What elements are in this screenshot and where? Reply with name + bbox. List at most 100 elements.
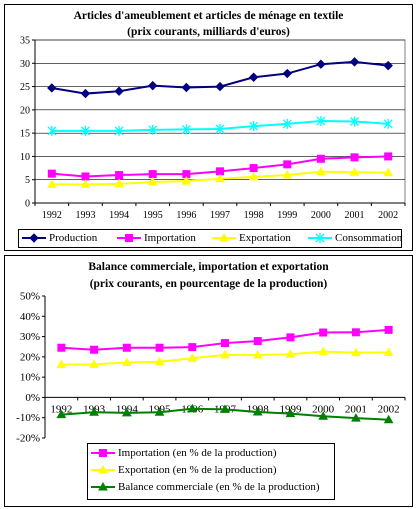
- legend-label: Production: [49, 232, 98, 244]
- data-point: [282, 68, 292, 79]
- data-point: [285, 408, 296, 418]
- data-point: [122, 343, 131, 352]
- data-point: [316, 59, 326, 69]
- legend-label: Importation: [144, 232, 196, 244]
- data-point: [154, 356, 165, 366]
- legend: Importation (en % de la production) Expor…: [87, 443, 335, 500]
- y-tick-label: 30: [20, 59, 30, 70]
- data-point: [319, 328, 328, 337]
- data-point: [316, 116, 326, 127]
- x-tick-label: 2001: [345, 210, 365, 221]
- data-point: [316, 166, 326, 176]
- data-point: [89, 407, 99, 416]
- y-tick-label: 15: [20, 129, 30, 140]
- x-tick-label: 1998: [244, 210, 264, 221]
- legend-swatch: [91, 449, 115, 457]
- data-point: [80, 179, 91, 188]
- data-point: [383, 167, 394, 177]
- x-tick-label: 1995: [143, 210, 163, 221]
- y-tick-label: 40%: [20, 311, 40, 323]
- data-point: [349, 57, 360, 67]
- y-tick-label: 5: [25, 175, 30, 186]
- chart-title: Balance commerciale, importation et expo…: [88, 261, 329, 273]
- series-1: [56, 346, 394, 369]
- data-point: [47, 125, 57, 136]
- trade-balance-plot: -20%-10%0%10%20%30%40%50%199219931994199…: [16, 291, 406, 445]
- data-point: [56, 409, 67, 419]
- data-point: [90, 345, 99, 354]
- data-point: [215, 123, 225, 134]
- plot-area: [45, 296, 405, 438]
- data-point: [286, 333, 295, 342]
- data-point: [318, 411, 329, 420]
- data-point: [248, 171, 259, 181]
- y-tick-label: 35: [20, 36, 30, 47]
- data-point: [148, 170, 157, 179]
- data-point: [114, 125, 124, 136]
- data-point: [383, 60, 393, 71]
- data-point: [384, 325, 393, 334]
- data-point: [121, 407, 132, 417]
- x-tick-label: 2002: [378, 403, 400, 415]
- data-point: [215, 81, 225, 92]
- data-point: [155, 343, 164, 352]
- data-point: [80, 88, 91, 99]
- legend-label: Exportation: [239, 232, 291, 244]
- x-tick-label: 2001: [345, 403, 367, 415]
- data-point: [47, 83, 57, 93]
- x-tick-label: 2000: [311, 210, 331, 221]
- series-2: [46, 166, 394, 188]
- y-tick-label: -10%: [16, 412, 40, 424]
- x-tick-label: 1994: [109, 210, 129, 221]
- data-point: [351, 328, 360, 337]
- data-point: [383, 347, 394, 356]
- data-point: [57, 343, 66, 352]
- chart-subtitle: (prix courants, milliards d'euros): [127, 26, 290, 38]
- legend-swatch: [91, 482, 115, 491]
- legend-swatch: [117, 234, 141, 242]
- data-point: [318, 346, 329, 356]
- data-point: [249, 164, 258, 173]
- data-point: [121, 357, 132, 367]
- data-point: [351, 413, 361, 422]
- y-tick-label: 50%: [20, 291, 40, 303]
- legend-swatch: [212, 233, 236, 242]
- series-3: [47, 116, 393, 136]
- x-tick-label: 1996: [176, 210, 196, 221]
- chart-panel-furnishings: Articles d'ameublement et articles de mé…: [4, 4, 413, 251]
- data-point: [154, 407, 165, 416]
- data-point: [181, 82, 192, 93]
- legend-item: Consommation: [307, 232, 402, 244]
- data-point: [215, 173, 225, 183]
- data-point: [220, 349, 230, 359]
- y-tick-label: 0%: [25, 392, 40, 404]
- data-point: [46, 179, 57, 188]
- furnishings-plot: 0 5 10 15 20 25 30 35 1992 1993 1994 1995 1996 1997 19…: [20, 36, 406, 221]
- x-tick-label: 1992: [42, 210, 62, 221]
- legend-item: Importation: [116, 232, 196, 244]
- data-point: [383, 118, 393, 129]
- data-point: [114, 178, 124, 188]
- data-point: [115, 171, 124, 180]
- legend-swatch: [22, 233, 46, 243]
- data-point: [147, 177, 158, 186]
- chart-title: Articles d'ameublement et articles de mé…: [73, 10, 344, 22]
- data-point: [187, 353, 198, 362]
- data-point: [114, 86, 124, 96]
- data-point: [249, 121, 259, 132]
- data-point: [148, 80, 158, 91]
- data-point: [316, 154, 325, 163]
- data-point: [81, 172, 90, 181]
- data-point: [283, 160, 292, 169]
- y-tick-label: 10: [20, 152, 30, 163]
- data-point: [220, 404, 230, 413]
- legend-label: Exportation (en % de la production): [118, 464, 277, 476]
- legend-swatch: [308, 233, 332, 243]
- y-tick-label: 20: [20, 105, 30, 116]
- data-point: [252, 407, 263, 416]
- legend-label: Importation (en % de la production): [118, 447, 277, 459]
- data-point: [350, 153, 359, 162]
- data-point: [56, 359, 67, 369]
- y-tick-label: 10%: [20, 372, 40, 384]
- legend: Production Importation Exportation Consomma…: [18, 229, 402, 248]
